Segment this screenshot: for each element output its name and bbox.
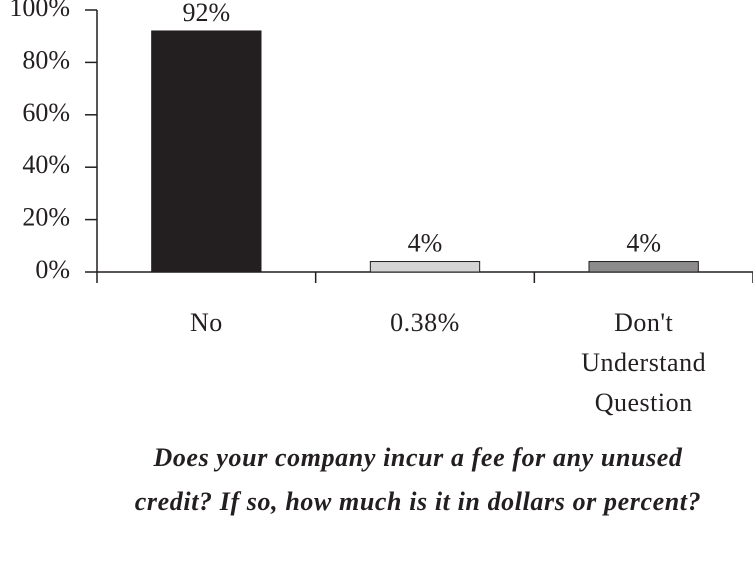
y-tick-label: 0% (35, 255, 70, 284)
chart-title: Does your company incur a fee for any un… (134, 443, 702, 516)
bar (588, 261, 699, 273)
bar (151, 30, 262, 273)
x-tick-label: No (189, 308, 223, 337)
y-tick-label: 40% (22, 150, 70, 179)
y-tick-label: 80% (22, 45, 70, 74)
value-label: 4% (626, 228, 661, 257)
y-tick-label: 60% (22, 98, 70, 127)
x-tick-label: Don't Understand Question (581, 308, 707, 417)
y-tick-label: 20% (22, 203, 70, 232)
value-label: 4% (408, 228, 443, 257)
y-tick-label: 100% (9, 0, 70, 22)
x-tick-label: 0.38% (390, 308, 460, 337)
value-label: 92% (182, 0, 230, 27)
bar (369, 261, 481, 273)
